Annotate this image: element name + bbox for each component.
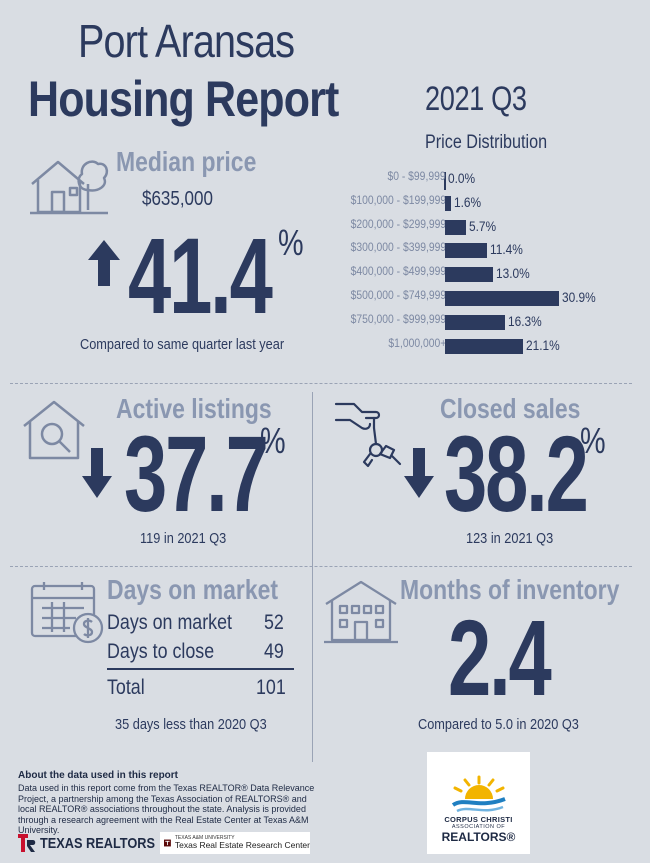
cc-logo-line1: CORPUS CHRISTI — [444, 815, 513, 824]
days-table-divider — [107, 668, 294, 670]
tamu-small-text: TEXAS A&M UNIVERSITY — [174, 835, 235, 842]
median-price-label: Median price — [116, 146, 257, 177]
arrow-down-icon — [82, 448, 112, 498]
arrow-up-icon — [88, 240, 120, 286]
texas-realtors-logo-text: TEXAS REALTORS — [40, 834, 156, 852]
tamu-center-text: Texas Real Estate Research Center — [174, 840, 310, 851]
chart-category-label: $200,000 - $299,999 — [350, 218, 446, 231]
chart-bar — [445, 219, 466, 235]
report-title-line2: Housing Report — [28, 71, 339, 127]
chart-value-label: 1.6% — [454, 193, 482, 210]
active-listings-change-value: 37.7 — [124, 413, 269, 534]
divider-horizontal-2 — [10, 566, 632, 567]
price-distribution-chart: $0 - $99,999 0.0% $100,000 - $199,999 1.6% $… — [330, 168, 640, 358]
days-on-market-label: Days on market — [107, 574, 279, 605]
corpus-christi-realtors-logo: CORPUS CHRISTI ASSOCIATION OF REALTORS® — [427, 752, 530, 854]
closed-sales-change-unit: % — [580, 420, 606, 461]
chart-row: $750,000 - $999,999 16.3% — [330, 311, 640, 335]
chart-category-label: $1,000,000+ — [388, 337, 446, 350]
house-tree-icon — [30, 160, 109, 215]
footer-heading: About the data used in this report — [18, 770, 179, 781]
days-total-label: Total — [107, 676, 145, 699]
chart-category-label: $750,000 - $999,999 — [350, 313, 446, 326]
chart-category-label: $500,000 - $749,999 — [350, 289, 446, 302]
cc-logo-line2: ASSOCIATION OF — [451, 824, 506, 830]
report-quarter: 2021 Q3 — [425, 80, 527, 118]
price-distribution-title: Price Distribution — [425, 132, 548, 153]
active-listings-change-unit: % — [260, 420, 286, 461]
months-of-inventory-value: 2.4 — [448, 597, 552, 718]
chart-category-label: $300,000 - $399,999 — [350, 242, 446, 255]
hand-keys-icon — [334, 402, 402, 468]
median-price-value: $635,000 — [142, 188, 213, 210]
calendar-dollar-icon — [30, 582, 104, 644]
median-change-value: 41.4 — [128, 215, 273, 336]
chart-value-label: 0.0% — [448, 170, 476, 186]
days-on-market-row-label: Days on market — [107, 611, 233, 634]
days-on-market-row-value: 52 — [264, 611, 284, 634]
months-of-inventory-comparison: Compared to 5.0 in 2020 Q3 — [418, 716, 579, 733]
chart-value-label: 11.4% — [490, 241, 523, 258]
chart-bar — [445, 314, 505, 330]
median-comparison-text: Compared to same quarter last year — [80, 336, 285, 353]
chart-value-label: 21.1% — [526, 336, 560, 353]
active-listings-label: Active listings — [116, 393, 272, 424]
chart-value-label: 13.0% — [496, 265, 530, 282]
chart-row: $0 - $99,999 0.0% — [330, 168, 640, 192]
chart-category-label: $400,000 - $499,999 — [350, 266, 446, 279]
days-on-market-comparison: 35 days less than 2020 Q3 — [115, 716, 267, 733]
magnifier-house-icon — [23, 400, 85, 460]
chart-category-label: $100,000 - $199,999 — [350, 194, 446, 207]
chart-category-label: $0 - $99,999 — [387, 171, 446, 183]
chart-row: $300,000 - $399,999 11.4% — [330, 239, 640, 263]
divider-horizontal-1 — [10, 383, 632, 384]
cc-logo-line3: REALTORS® — [441, 830, 516, 844]
chart-row: $400,000 - $499,999 13.0% — [330, 263, 640, 287]
closed-sales-change-value: 38.2 — [444, 413, 589, 534]
days-total-value: 101 — [256, 676, 286, 699]
chart-axis-line — [444, 172, 446, 190]
chart-row: $200,000 - $299,999 5.7% — [330, 216, 640, 240]
texas-realtors-mark-icon — [18, 834, 36, 852]
median-change-unit: % — [278, 222, 304, 263]
chart-bar — [445, 267, 493, 283]
chart-value-label: 16.3% — [508, 312, 542, 329]
chart-bar — [445, 243, 487, 259]
arrow-down-icon — [404, 448, 434, 498]
months-of-inventory-label: Months of inventory — [400, 574, 620, 605]
apartment-building-icon — [324, 580, 398, 644]
closed-sales-label: Closed sales — [440, 393, 581, 424]
sun-wave-icon — [451, 775, 506, 813]
chart-row: $100,000 - $199,999 1.6% — [330, 192, 640, 216]
chart-bar — [445, 290, 559, 306]
days-to-close-row-value: 49 — [264, 640, 284, 663]
divider-vertical — [312, 392, 313, 762]
chart-value-label: 5.7% — [469, 217, 497, 234]
chart-bar — [445, 338, 523, 354]
chart-row: $1,000,000+ 21.1% — [330, 335, 640, 359]
chart-row: $500,000 - $749,999 30.9% — [330, 287, 640, 311]
report-title-line1: Port Aransas — [78, 15, 295, 67]
chart-bar — [445, 195, 451, 211]
texas-realtors-logo: TEXAS REALTORS — [18, 834, 175, 852]
tamu-research-center-logo: TEXAS A&M UNIVERSITY Texas Real Estate R… — [160, 832, 310, 854]
closed-sales-detail: 123 in 2021 Q3 — [466, 530, 554, 547]
active-listings-detail: 119 in 2021 Q3 — [140, 530, 227, 547]
footer-body-text: Data used in this report come from the T… — [18, 783, 315, 835]
chart-value-label: 30.9% — [562, 288, 596, 305]
tamu-mark-icon — [164, 839, 171, 847]
days-to-close-row-label: Days to close — [107, 640, 215, 663]
